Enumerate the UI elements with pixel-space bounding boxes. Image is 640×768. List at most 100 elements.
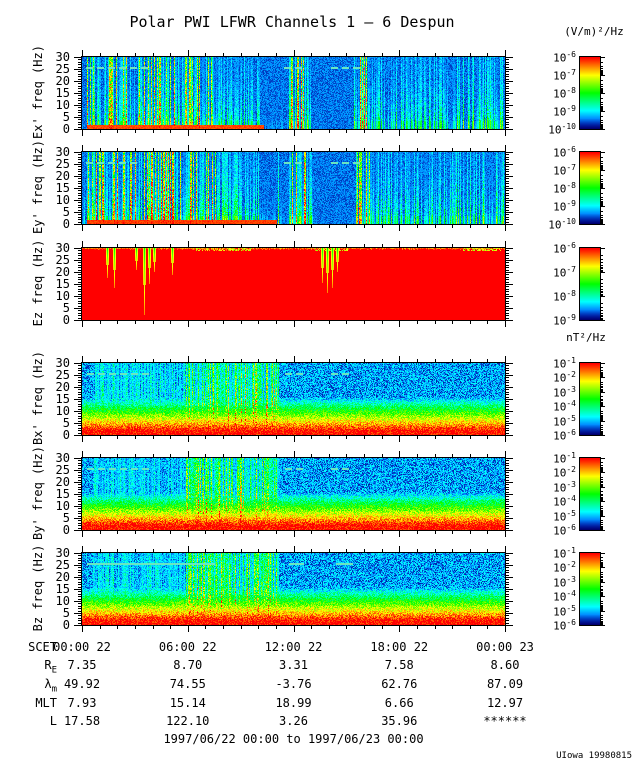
y-tick-label: 30	[55, 145, 70, 159]
x-tick	[382, 148, 383, 151]
y-tick	[506, 397, 509, 398]
x-tick	[417, 225, 418, 228]
y-tick	[506, 193, 509, 194]
x-tick	[223, 244, 224, 247]
y-tick	[506, 499, 509, 500]
cb-tick	[601, 223, 603, 224]
cb-tick	[601, 217, 603, 218]
x-tick	[346, 321, 347, 324]
y-tick	[506, 387, 513, 388]
y-tick	[506, 382, 509, 383]
x-tick	[505, 241, 506, 247]
cb-tick	[601, 259, 603, 260]
y-tick	[506, 154, 509, 155]
y-tick-label: 20	[55, 380, 70, 394]
x-tick	[117, 148, 118, 151]
ephemeris-row-label-λ: λm	[44, 677, 57, 695]
spectrogram-frame-by	[81, 457, 506, 531]
cb-tick	[601, 106, 603, 107]
x-tick	[241, 321, 242, 324]
y-tick	[78, 86, 81, 87]
x-tick	[417, 454, 418, 457]
cb-tick	[601, 529, 603, 530]
cb-tick	[601, 528, 603, 529]
colorbar-label: 10-7	[553, 265, 576, 280]
x-tick	[188, 626, 189, 632]
y-tick-label: 25	[55, 368, 70, 382]
y-tick	[506, 186, 509, 187]
x-tick	[417, 321, 418, 324]
cb-tick	[601, 382, 603, 383]
y-tick	[74, 93, 81, 94]
cb-tick	[601, 565, 603, 566]
y-tick	[78, 596, 81, 597]
x-tick	[346, 148, 347, 151]
ephemeris-value: 8.70	[173, 658, 203, 672]
y-tick	[78, 611, 81, 612]
y-tick	[78, 103, 81, 104]
x-tick	[153, 244, 154, 247]
y-tick	[78, 570, 81, 571]
x-tick	[82, 225, 83, 231]
x-tick	[188, 130, 189, 136]
cb-tick	[601, 590, 603, 591]
y-tick	[506, 494, 513, 495]
cb-tick	[601, 183, 603, 184]
x-tick	[346, 244, 347, 247]
cb-tick	[601, 592, 603, 593]
y-tick	[506, 428, 509, 429]
y-tick	[78, 186, 81, 187]
x-tick	[329, 244, 330, 247]
y-tick	[78, 572, 81, 573]
ephemeris-value: 7.58	[384, 658, 414, 672]
y-tick	[506, 129, 513, 130]
x-tick	[487, 225, 488, 228]
cb-tick	[601, 289, 603, 290]
y-tick	[78, 122, 81, 123]
y-tick	[506, 430, 509, 431]
cb-tick	[601, 405, 603, 406]
y-tick	[506, 577, 513, 578]
cb-tick	[601, 527, 603, 528]
y-tick	[506, 463, 509, 464]
x-tick	[346, 359, 347, 362]
x-tick	[452, 148, 453, 151]
y-tick	[78, 262, 81, 263]
cb-tick	[601, 432, 603, 433]
ephemeris-value: 15.14	[169, 696, 206, 710]
x-tick	[153, 359, 154, 362]
x-tick	[417, 531, 418, 534]
y-tick	[74, 458, 81, 459]
cb-tick	[601, 296, 605, 297]
x-tick	[82, 451, 83, 457]
x-tick	[258, 454, 259, 457]
y-tick	[78, 594, 81, 595]
y-tick	[78, 183, 81, 184]
y-tick	[78, 100, 81, 101]
x-tick	[100, 359, 101, 362]
ephemeris-value: 35.96	[381, 714, 418, 728]
cb-tick	[601, 514, 603, 515]
panel-ylabel-bz: Bz freq (Hz)	[31, 544, 45, 632]
x-tick	[82, 321, 83, 327]
x-tick	[505, 50, 506, 56]
cb-tick	[601, 499, 603, 500]
cb-tick	[601, 161, 603, 162]
y-tick	[506, 253, 509, 254]
y-tick	[506, 370, 509, 371]
colorbar-label: 10-1	[553, 546, 576, 561]
x-tick	[100, 321, 101, 324]
y-tick	[78, 195, 81, 196]
cb-tick	[601, 201, 603, 202]
ephemeris-value: 06:00 22	[158, 640, 217, 654]
x-tick	[417, 436, 418, 439]
y-tick	[506, 171, 509, 172]
y-tick	[506, 460, 509, 461]
x-tick	[470, 531, 471, 534]
y-tick	[78, 154, 81, 155]
cb-tick	[601, 211, 603, 212]
y-tick	[78, 59, 81, 60]
x-tick	[205, 148, 206, 151]
spectrogram-canvas-ez	[82, 248, 505, 320]
y-tick	[78, 433, 81, 434]
